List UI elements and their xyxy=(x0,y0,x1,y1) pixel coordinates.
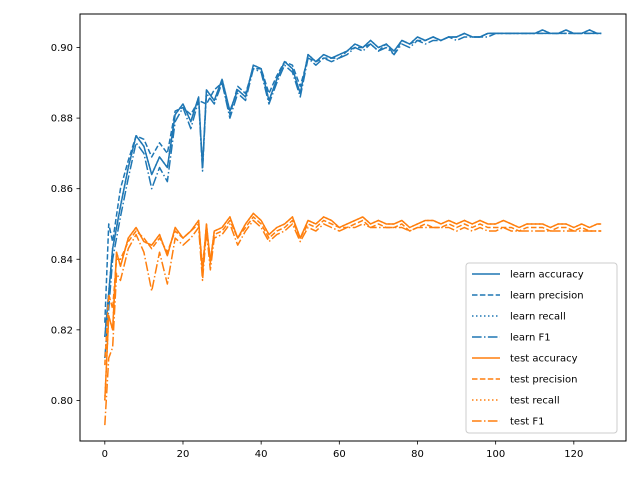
y-tick-label: 0.82 xyxy=(51,325,73,336)
series-line-learn-f1 xyxy=(104,32,602,359)
legend-label-test-accuracy: test accuracy xyxy=(510,354,578,365)
x-tick-label: 0 xyxy=(102,449,108,460)
y-axis: 0.80 0.82 0.84 0.86 0.88 0.90 xyxy=(51,43,80,407)
x-tick-label: 80 xyxy=(411,449,424,460)
legend-label-test-f1: test F1 xyxy=(510,417,545,428)
x-tick-label: 60 xyxy=(333,449,346,460)
x-tick-label: 120 xyxy=(564,449,583,460)
legend-label-learn-f1: learn F1 xyxy=(510,333,551,344)
legend-label-learn-accuracy: learn accuracy xyxy=(510,270,584,281)
plot-area xyxy=(79,13,627,442)
legend-label-test-recall: test recall xyxy=(510,396,560,407)
legend: learn accuracy learn precision learn recal… xyxy=(465,262,618,434)
axes-frame xyxy=(79,13,627,442)
y-tick-label: 0.80 xyxy=(51,396,73,407)
legend-label-learn-recall: learn recall xyxy=(510,312,566,323)
y-tick-label: 0.84 xyxy=(51,255,73,266)
x-tick-label: 40 xyxy=(255,449,268,460)
legend-frame xyxy=(465,262,618,434)
series-line-learn-precision xyxy=(104,32,602,323)
series-layer xyxy=(104,29,602,426)
x-tick-label: 100 xyxy=(486,449,505,460)
x-axis: 0 20 40 60 80 100 120 xyxy=(102,441,583,460)
y-tick-label: 0.90 xyxy=(51,43,73,54)
series-line-test-f1 xyxy=(104,219,602,426)
y-tick-label: 0.88 xyxy=(51,114,73,125)
series-line-learn-recall xyxy=(104,29,602,337)
legend-label-learn-precision: learn precision xyxy=(510,291,584,302)
series-line-test-recall xyxy=(104,212,602,401)
x-tick-label: 20 xyxy=(177,449,190,460)
legend-label-test-precision: test precision xyxy=(510,375,578,386)
legend-items: learn accuracy learn precision learn recal… xyxy=(472,270,584,428)
y-tick-label: 0.86 xyxy=(51,184,73,195)
